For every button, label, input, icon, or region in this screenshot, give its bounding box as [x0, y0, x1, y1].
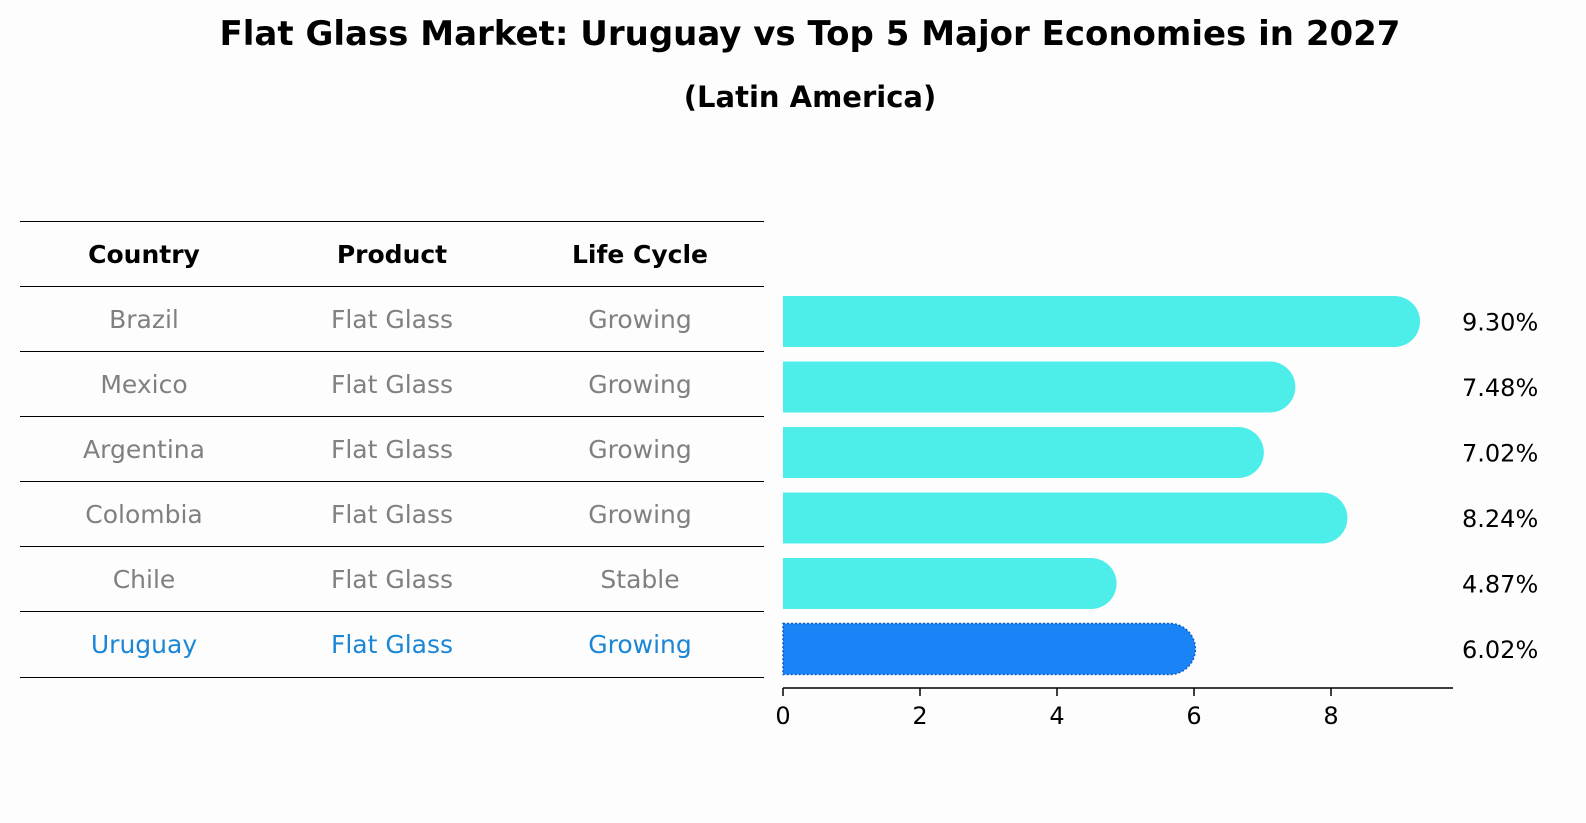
bar-value-label: 8.24%	[1462, 505, 1538, 533]
bar	[783, 558, 1117, 609]
bar-value-label: 9.30%	[1462, 309, 1538, 337]
cell-country: Uruguay	[90, 630, 198, 659]
table-row-highlighted: Uruguay Flat Glass Growing	[20, 611, 764, 678]
cell-country: Argentina	[83, 434, 205, 464]
country-table: Country Product Life Cycle Brazil Flat G…	[20, 221, 764, 678]
cell-life-cycle: Growing	[588, 630, 692, 659]
chart-title: Flat Glass Market: Uruguay vs Top 5 Majo…	[219, 14, 1401, 54]
table-row: Brazil Flat Glass Growing	[20, 286, 764, 351]
header-life-cycle: Life Cycle	[571, 239, 709, 269]
header-country: Country	[88, 239, 200, 269]
x-tick-label: 8	[1323, 702, 1338, 730]
bar	[782, 622, 1197, 676]
chart-subtitle: (Latin America)	[683, 80, 937, 114]
x-tick-label: 2	[912, 702, 927, 730]
x-tick-label: 6	[1186, 702, 1201, 730]
cell-life-cycle: Growing	[588, 499, 692, 529]
cell-life-cycle: Stable	[600, 564, 680, 594]
cell-country: Chile	[112, 564, 176, 594]
bar-value-label: 4.87%	[1462, 571, 1538, 599]
header-product: Product	[336, 239, 448, 269]
table-row: Chile Flat Glass Stable	[20, 546, 764, 611]
cell-product: Flat Glass	[330, 304, 454, 334]
cell-product: Flat Glass	[330, 499, 454, 529]
cell-life-cycle: Growing	[588, 434, 692, 464]
table-row: Colombia Flat Glass Growing	[20, 481, 764, 546]
table-row: Mexico Flat Glass Growing	[20, 351, 764, 416]
table-header-row: Country Product Life Cycle	[20, 221, 764, 286]
x-tick-label: 4	[1049, 702, 1064, 730]
cell-country: Colombia	[85, 499, 203, 529]
cell-life-cycle: Growing	[588, 369, 692, 399]
bar-value-label: 7.48%	[1462, 374, 1538, 402]
bar	[783, 361, 1296, 413]
cell-product: Flat Glass	[330, 564, 454, 594]
x-tick-label: 0	[775, 702, 790, 730]
bar-value-label: 6.02%	[1462, 636, 1538, 664]
table-row: Argentina Flat Glass Growing	[20, 416, 764, 481]
cell-country: Mexico	[100, 369, 188, 399]
cell-life-cycle: Growing	[588, 304, 692, 334]
bar	[783, 492, 1348, 544]
bar-value-label: 7.02%	[1462, 440, 1538, 468]
cell-country: Brazil	[109, 304, 179, 334]
bar	[783, 296, 1421, 347]
cell-product: Flat Glass	[330, 369, 454, 399]
cell-product: Flat Glass	[330, 434, 454, 464]
cell-product: Flat Glass	[330, 630, 454, 659]
bar	[783, 427, 1264, 478]
